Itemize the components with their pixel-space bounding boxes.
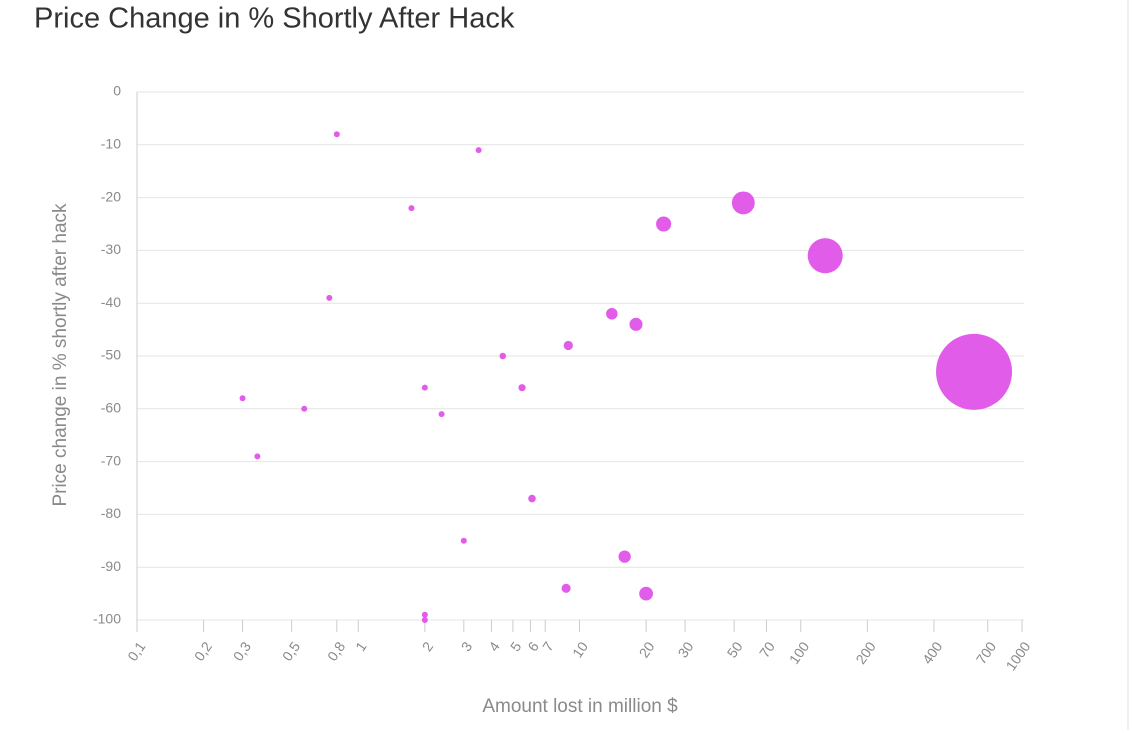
bubble: [499, 352, 507, 360]
x-tick-label: 100: [786, 638, 813, 666]
bubble: [629, 317, 643, 331]
y-tick-label: -20: [101, 188, 121, 204]
chart-title: Price Change in % Shortly After Hack: [34, 3, 515, 35]
x-tick-label: 0,2: [191, 638, 215, 663]
bubble: [561, 583, 571, 593]
y-tick-label: -70: [101, 452, 121, 468]
x-axis-title: Amount lost in million $: [482, 696, 678, 717]
y-tick-label: -90: [101, 558, 121, 574]
bubble: [239, 395, 246, 402]
x-tick-label: 1000: [1003, 639, 1034, 674]
bubble: [333, 131, 340, 138]
x-tick-label: 0,1: [124, 638, 148, 663]
bubble: [254, 453, 261, 460]
bubble: [475, 147, 482, 154]
y-tick-label: -60: [101, 400, 121, 416]
bubble: [656, 216, 672, 232]
y-axis-title: Price change in % shortly after hack: [50, 203, 71, 507]
x-tick-label: 50: [724, 638, 746, 660]
bubble: [731, 191, 755, 215]
x-tick-label: 4: [485, 639, 503, 655]
bubble: [438, 411, 445, 418]
x-tick-label: 20: [636, 638, 658, 660]
bubble: [936, 333, 1013, 410]
x-tick-label: 10: [569, 638, 591, 660]
x-tick-label: 5: [507, 639, 525, 655]
y-tick-label: -10: [101, 136, 121, 152]
bubble: [563, 340, 573, 351]
x-tick-label: 3: [458, 639, 476, 655]
x-tick-label: 0,3: [230, 638, 254, 663]
bubble: [421, 611, 428, 618]
bubble: [421, 617, 428, 623]
x-tick-label: 70: [756, 638, 778, 660]
bubble: [408, 205, 415, 212]
x-tick-label: 0,8: [324, 638, 348, 663]
bubble: [639, 586, 654, 601]
bubble: [421, 384, 428, 391]
bubble: [326, 294, 333, 301]
x-tick-label: 7: [539, 639, 557, 655]
y-tick-label: -100: [93, 611, 121, 627]
bubble: [807, 238, 843, 274]
x-tick-label: 200: [852, 638, 879, 666]
bubble: [518, 384, 526, 392]
x-tick-label: 2: [419, 639, 437, 655]
bubble: [460, 537, 467, 544]
y-tick-label: -80: [101, 505, 121, 521]
y-tick-label: 0: [113, 83, 121, 99]
y-tick-label: -40: [101, 294, 121, 310]
bubble: [301, 405, 308, 412]
x-tick-label: 30: [675, 638, 697, 660]
bubble: [618, 550, 631, 563]
x-tick-label: 0,5: [279, 638, 303, 663]
bubble: [606, 307, 618, 320]
y-tick-label: -30: [101, 241, 121, 257]
y-tick-label: -50: [101, 347, 121, 363]
x-tick-label: 700: [973, 638, 1000, 666]
x-tick-label: 400: [919, 638, 946, 666]
bubble: [528, 494, 536, 503]
x-tick-label: 1: [352, 639, 370, 655]
